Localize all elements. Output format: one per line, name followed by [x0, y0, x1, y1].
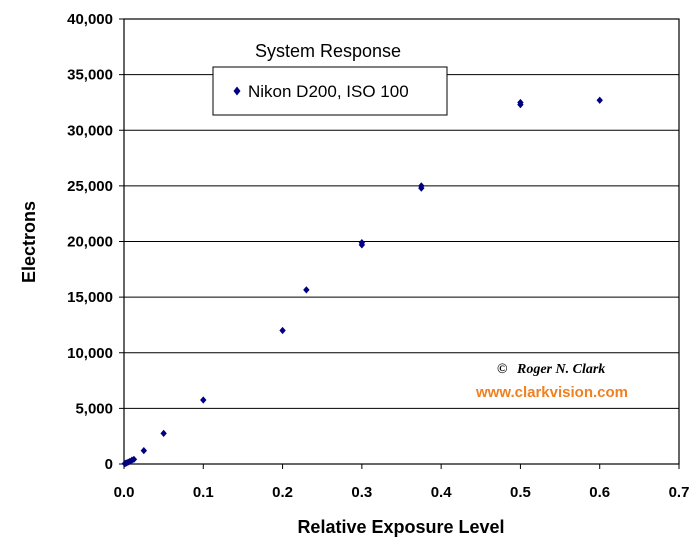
x-tick-label: 0.4 [431, 484, 453, 501]
x-tick-label: 0.5 [510, 484, 531, 501]
data-point [140, 447, 148, 455]
data-points [121, 96, 603, 468]
x-tick-label: 0.6 [589, 484, 610, 501]
credit-url: www.clarkvision.com [475, 384, 628, 401]
data-point [596, 96, 603, 104]
data-point [160, 429, 167, 438]
data-point [517, 98, 524, 107]
legend-label: Nikon D200, ISO 100 [248, 82, 409, 101]
x-tick-label: 0.2 [272, 484, 293, 501]
x-tick-label: 0.7 [669, 484, 690, 501]
y-tick-label: 30,000 [67, 122, 113, 139]
data-point [358, 239, 366, 247]
y-tick-label: 5,000 [75, 400, 113, 417]
copyright-symbol: © [497, 362, 508, 377]
x-tick-label: 0.3 [351, 484, 372, 501]
x-axis-ticks: 0.0 0.1 0.2 0.3 0.4 0.5 0.6 0.7 [114, 464, 690, 501]
gridlines [124, 74, 679, 409]
credit-name: Roger N. Clark [516, 362, 605, 377]
y-tick-label: 10,000 [67, 345, 113, 362]
legend: Nikon D200, ISO 100 [212, 66, 448, 116]
y-axis-ticks: 0 5,000 10,000 15,000 20,000 25,000 30,000 35,0… [67, 11, 124, 473]
chart-title: System Response [255, 41, 401, 61]
data-point [418, 182, 425, 190]
y-tick-label: 15,000 [67, 289, 113, 306]
y-tick-label: 35,000 [67, 67, 113, 84]
data-point [200, 396, 207, 404]
y-tick-label: 0 [105, 456, 113, 473]
x-tick-label: 0.1 [193, 484, 214, 501]
data-point [279, 326, 286, 335]
credit: © Roger N. Clark www.clarkvision.com [475, 362, 628, 401]
data-point [126, 457, 133, 466]
x-tick-label: 0.0 [114, 484, 135, 501]
y-tick-label: 20,000 [67, 234, 113, 251]
y-axis-title: Electrons [19, 201, 39, 283]
data-point [303, 286, 310, 294]
legend-box [212, 66, 448, 116]
y-tick-label: 25,000 [67, 178, 113, 195]
x-axis-title: Relative Exposure Level [297, 517, 504, 537]
data-point [130, 455, 138, 463]
legend-marker-icon [233, 86, 241, 96]
y-tick-label: 40,000 [67, 11, 113, 28]
